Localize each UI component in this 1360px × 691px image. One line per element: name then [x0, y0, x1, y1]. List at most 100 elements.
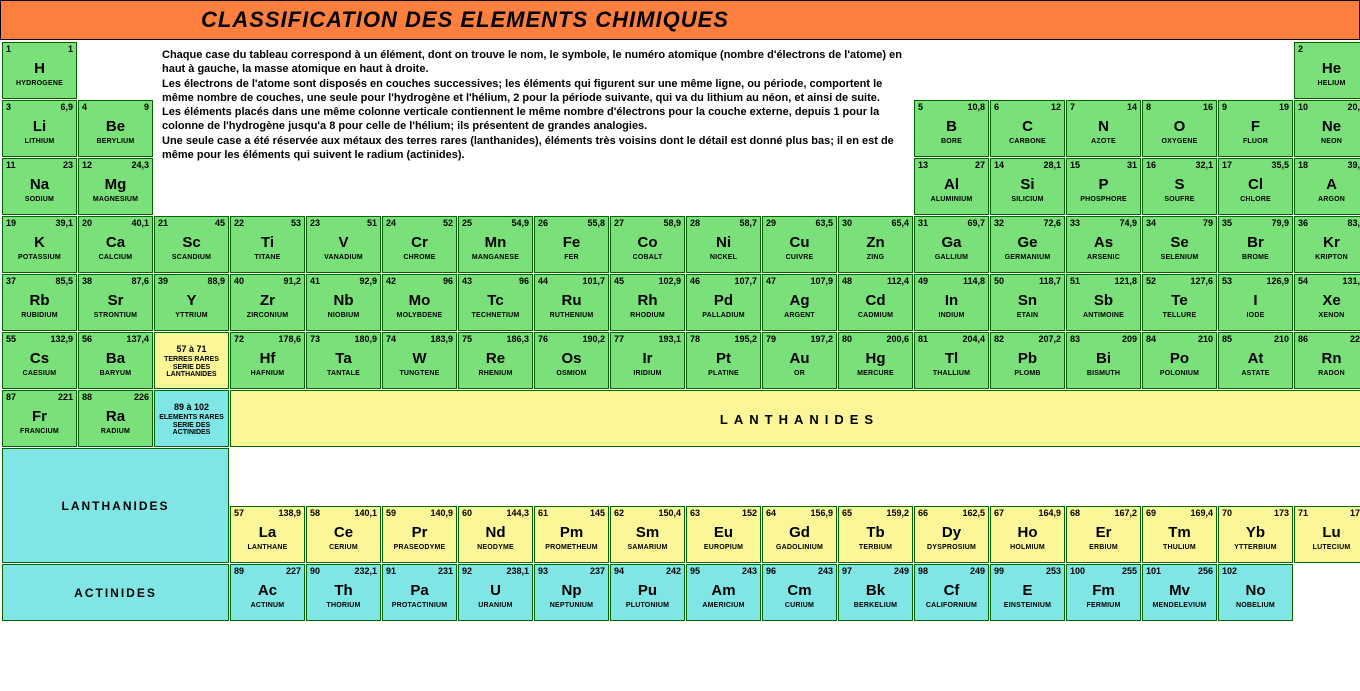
lanth-series-label: TERRES RARES SERIE DES LANTHANIDES [157, 356, 226, 379]
element-name: ERBIUM [1089, 544, 1118, 551]
atomic-mass: 72,6 [1043, 218, 1061, 228]
element-name: NEODYME [477, 544, 514, 551]
element-name: ACTINUM [251, 602, 285, 609]
element-name: URANIUM [478, 602, 512, 609]
element-symbol: Pb [1018, 351, 1037, 366]
atomic-number: 70 [1222, 508, 1232, 518]
atomic-mass: 222 [1350, 334, 1360, 344]
atomic-mass: 209 [1122, 334, 1137, 344]
element-name: NOBELIUM [1236, 602, 1275, 609]
element-symbol: N [1098, 119, 1109, 134]
element-symbol: Pr [412, 525, 428, 540]
element-name: PLUTONIUM [626, 602, 669, 609]
atomic-number: 38 [82, 276, 92, 286]
atomic-mass: 152 [742, 508, 757, 518]
element-symbol: Sn [1018, 293, 1037, 308]
atomic-number: 83 [1070, 334, 1080, 344]
element-symbol: Os [561, 351, 581, 366]
element-cell: 92238,1UURANIUM [458, 564, 533, 621]
element-cell: 2655,8FeFER [534, 216, 609, 273]
atomic-number: 24 [386, 218, 396, 228]
element-name: THULIUM [1163, 544, 1196, 551]
element-name: YTTERBIUM [1234, 544, 1277, 551]
element-name: ASTATE [1241, 370, 1269, 377]
atomic-mass: 23 [63, 160, 73, 170]
page-title: CLASSIFICATION DES ELEMENTS CHIMIQUES [201, 7, 1359, 33]
atomic-number: 73 [310, 334, 320, 344]
actinide-series-cell: 89 à 102 ELEMENTS RARES SERIE DES ACTINI… [154, 390, 229, 447]
atomic-mass: 52 [443, 218, 453, 228]
atomic-mass: 169,4 [1190, 508, 1213, 518]
atomic-mass: 39,1 [55, 218, 73, 228]
element-symbol: Te [1171, 293, 1187, 308]
element-cell: 2452CrCHROME [382, 216, 457, 273]
atomic-number: 57 [234, 508, 244, 518]
element-cell: 62150,4SmSAMARIUM [610, 506, 685, 563]
element-symbol: Ne [1322, 119, 1341, 134]
atomic-mass: 65,4 [891, 218, 909, 228]
act-series-label: ELEMENTS RARES SERIE DES ACTINIDES [157, 414, 226, 437]
atomic-mass: 53 [291, 218, 301, 228]
element-name: COBALT [633, 254, 663, 261]
element-symbol: Cl [1248, 177, 1263, 192]
element-cell: 96243CmCURIUM [762, 564, 837, 621]
element-name: PRASEODYME [394, 544, 446, 551]
element-symbol: Hf [260, 351, 276, 366]
atomic-mass: 31 [1127, 160, 1137, 170]
atomic-number: 18 [1298, 160, 1308, 170]
element-symbol: Br [1247, 235, 1264, 250]
atomic-mass: 145 [590, 508, 605, 518]
element-symbol: At [1248, 351, 1264, 366]
actinides-side-label: ACTINIDES [2, 564, 229, 621]
element-cell: 46107,7PdPALLADIUM [686, 274, 761, 331]
element-name: PROMETHEUM [545, 544, 598, 551]
element-name: ARSENIC [1087, 254, 1120, 261]
atomic-mass: 79 [1203, 218, 1213, 228]
element-cell: 99253EEINSTEINIUM [990, 564, 1065, 621]
element-name: OR [794, 370, 805, 377]
element-symbol: Rn [1322, 351, 1342, 366]
element-name: XENON [1319, 312, 1345, 319]
atomic-number: 89 [234, 566, 244, 576]
atomic-mass: 178,6 [278, 334, 301, 344]
atomic-mass: 231 [438, 566, 453, 576]
atomic-number: 50 [994, 276, 1004, 286]
lanthanides-label: LANTHANIDES [720, 412, 879, 427]
element-cell: 77193,1IrIRIDIUM [610, 332, 685, 389]
element-name: CADMIUM [858, 312, 893, 319]
element-cell: 67164,9HoHOLMIUM [990, 506, 1065, 563]
atomic-number: 21 [158, 218, 168, 228]
element-cell: 84210PoPOLONIUM [1142, 332, 1217, 389]
element-cell: 3479SeSELENIUM [1142, 216, 1217, 273]
atomic-number: 58 [310, 508, 320, 518]
element-cell: 3683,8KrKRIPTON [1294, 216, 1360, 273]
act-range: 89 à 102 [174, 402, 209, 412]
element-symbol: Sm [636, 525, 659, 540]
element-cell: 1428,1SiSILICIUM [990, 158, 1065, 215]
element-symbol: C [1022, 119, 1033, 134]
element-symbol: Ca [106, 235, 125, 250]
element-name: LUTECIUM [1313, 544, 1351, 551]
element-cell: 82207,2PbPLOMB [990, 332, 1065, 389]
element-symbol: Xe [1322, 293, 1340, 308]
element-name: FERMIUM [1086, 602, 1120, 609]
element-name: NICKEL [710, 254, 737, 261]
element-cell: 919FFLUOR [1218, 100, 1293, 157]
atomic-number: 87 [6, 392, 16, 402]
atomic-mass: 221 [58, 392, 73, 402]
atomic-mass: 253 [1046, 566, 1061, 576]
atomic-mass: 156,9 [810, 508, 833, 518]
atomic-number: 102 [1222, 566, 1237, 576]
element-name: TECHNETIUM [472, 312, 520, 319]
element-name: MOLYBDENE [397, 312, 443, 319]
element-symbol: Np [562, 583, 582, 598]
element-cell: 2253TiTITANE [230, 216, 305, 273]
element-name: VANADIUM [324, 254, 363, 261]
periodic-table-grid: Chaque case du tableau correspond à un é… [0, 40, 1360, 623]
element-name: MANGANESE [472, 254, 519, 261]
element-symbol: Yb [1246, 525, 1265, 540]
element-cell: 2040,1CaCALCIUM [78, 216, 153, 273]
element-cell: 816OOXYGENE [1142, 100, 1217, 157]
atomic-number: 23 [310, 218, 320, 228]
atomic-number: 32 [994, 218, 1004, 228]
